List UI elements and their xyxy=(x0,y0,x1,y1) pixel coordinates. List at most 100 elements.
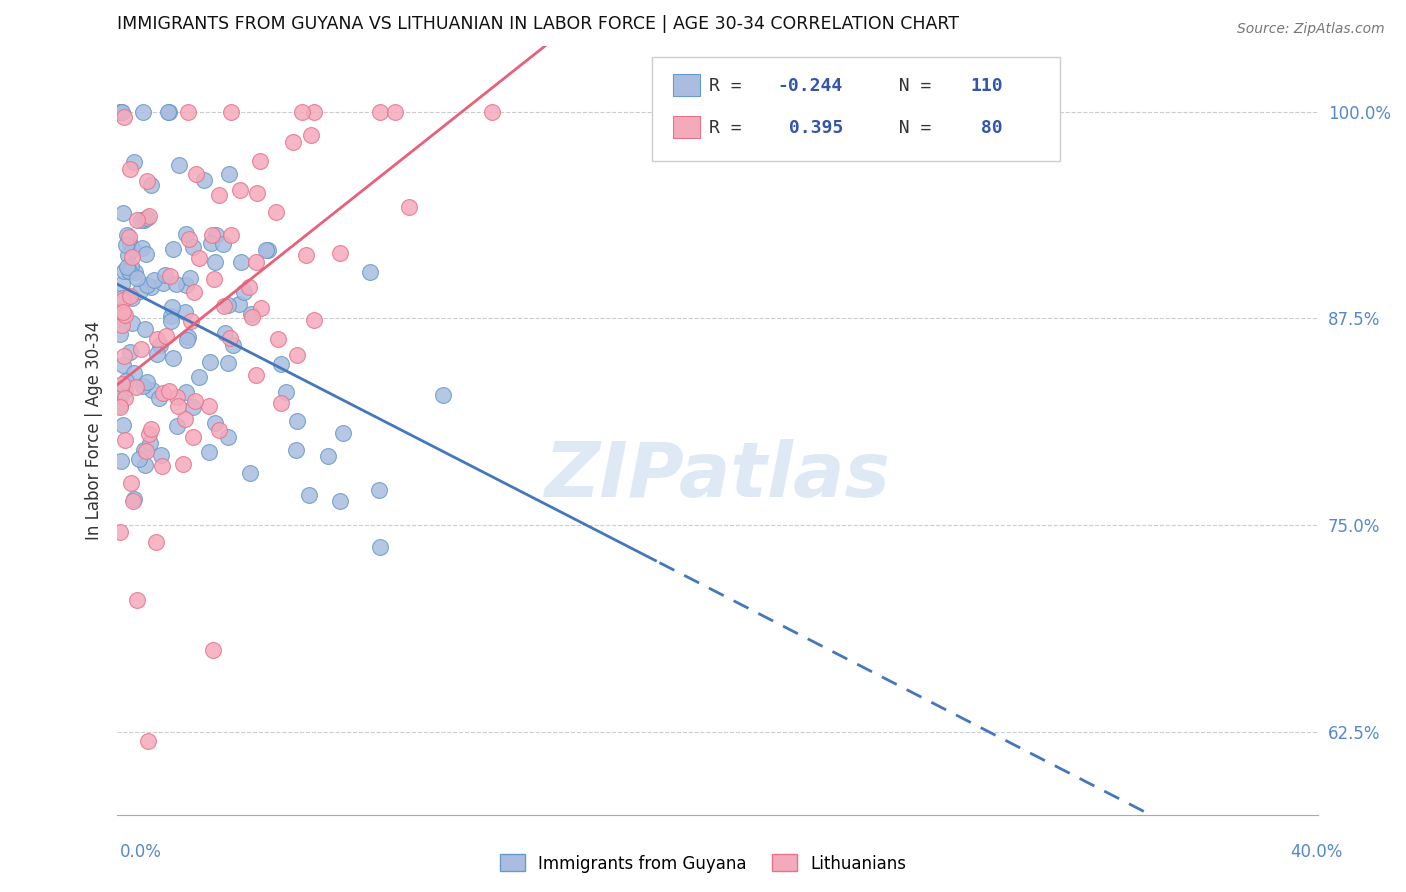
Point xyxy=(184,167,207,181)
Point xyxy=(181,430,204,444)
Point xyxy=(202,272,225,286)
Point xyxy=(139,422,162,436)
Point xyxy=(368,540,391,554)
Point xyxy=(124,265,146,279)
Point xyxy=(131,241,153,255)
Point xyxy=(125,270,148,285)
Point xyxy=(250,301,273,316)
Point xyxy=(266,205,288,219)
Text: N =: N = xyxy=(877,119,943,137)
Point xyxy=(179,270,201,285)
Point xyxy=(122,155,145,169)
Point xyxy=(115,260,138,275)
Point xyxy=(112,110,135,124)
Point xyxy=(132,104,155,119)
Point xyxy=(108,327,131,342)
Point xyxy=(256,243,278,257)
Point xyxy=(214,326,236,340)
Text: IMMIGRANTS FROM GUYANA VS LITHUANIAN IN LABOR FORCE | AGE 30-34 CORRELATION CHAR: IMMIGRANTS FROM GUYANA VS LITHUANIAN IN … xyxy=(117,15,959,33)
Point xyxy=(176,333,198,347)
Point xyxy=(285,349,308,363)
Point xyxy=(174,277,197,292)
Point xyxy=(117,263,139,277)
Text: 0.395: 0.395 xyxy=(778,119,844,137)
Point xyxy=(114,383,136,397)
Point xyxy=(135,444,157,458)
Point xyxy=(138,427,160,442)
Point xyxy=(166,391,188,405)
Point xyxy=(127,213,149,227)
Point xyxy=(110,304,132,318)
Point xyxy=(233,285,256,300)
Point xyxy=(112,264,135,278)
Point xyxy=(112,417,135,432)
Point xyxy=(257,243,280,257)
Point xyxy=(218,167,240,181)
Point xyxy=(217,430,239,444)
Text: 40.0%: 40.0% xyxy=(1291,843,1343,861)
Point xyxy=(229,183,252,197)
Point xyxy=(284,443,307,458)
Point xyxy=(197,400,219,414)
Point xyxy=(266,332,288,346)
Point xyxy=(316,449,339,463)
Point xyxy=(207,423,229,437)
Point xyxy=(111,104,134,119)
Point xyxy=(162,351,184,365)
Point xyxy=(145,534,167,549)
Point xyxy=(134,322,156,336)
Point xyxy=(120,162,142,177)
Point xyxy=(155,329,177,343)
Point xyxy=(115,375,138,389)
Point xyxy=(167,158,190,172)
Point xyxy=(149,449,172,463)
Point xyxy=(112,349,135,363)
Point xyxy=(146,332,169,346)
Point xyxy=(329,245,352,260)
FancyBboxPatch shape xyxy=(651,57,1060,161)
Point xyxy=(118,236,141,251)
Point xyxy=(141,280,163,294)
Point xyxy=(138,209,160,223)
FancyBboxPatch shape xyxy=(673,116,700,138)
Point xyxy=(165,277,187,292)
Point xyxy=(146,347,169,361)
Point xyxy=(180,314,202,328)
Point xyxy=(108,390,131,404)
Point xyxy=(239,466,262,480)
Point xyxy=(162,242,184,256)
Point xyxy=(228,296,250,310)
Point xyxy=(177,330,200,344)
Point xyxy=(221,228,243,243)
Point xyxy=(270,357,292,371)
Point xyxy=(111,318,134,333)
Point xyxy=(183,400,205,414)
Point xyxy=(181,240,204,254)
Point xyxy=(238,279,260,293)
Text: 80: 80 xyxy=(970,119,1002,137)
Point xyxy=(162,300,184,314)
Point xyxy=(240,307,263,321)
Point xyxy=(174,385,197,400)
Point xyxy=(120,475,142,490)
Point xyxy=(134,247,156,261)
Point xyxy=(152,386,174,401)
Point xyxy=(160,309,183,323)
Point xyxy=(240,310,263,325)
Point xyxy=(139,435,162,450)
Point xyxy=(432,387,454,401)
Point xyxy=(188,252,211,266)
Point xyxy=(112,305,135,319)
Point xyxy=(114,433,136,447)
Point xyxy=(134,213,156,227)
Point xyxy=(291,104,314,119)
Point xyxy=(187,369,209,384)
Point xyxy=(174,227,197,241)
Point xyxy=(111,205,134,219)
Point xyxy=(202,643,225,657)
Point xyxy=(152,277,174,291)
Point xyxy=(368,483,391,497)
Point xyxy=(122,366,145,380)
Point xyxy=(128,284,150,298)
Point xyxy=(150,458,173,473)
